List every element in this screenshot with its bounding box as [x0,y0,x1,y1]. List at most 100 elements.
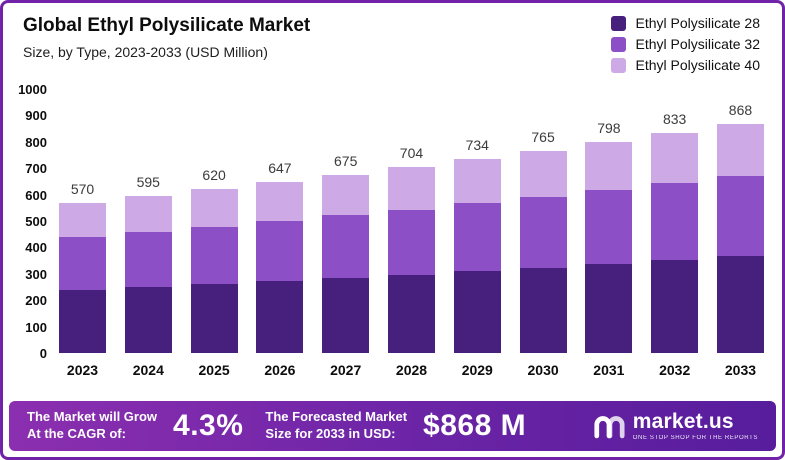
bar-total-label: 704 [399,145,424,162]
bar-segment-2027-ethyl-polysilicate-32 [322,215,370,278]
bar-total-label: 675 [334,152,358,169]
bar-segment-2032-ethyl-polysilicate-28 [651,260,699,353]
x-tick-label: 2029 [461,362,493,378]
bar-segment-2025-ethyl-polysilicate-32 [190,226,238,284]
bar-total-label: 620 [202,167,226,184]
bar-segment-2030-ethyl-polysilicate-40 [519,151,567,197]
brand-logo: market.us One Stop Shop For The Reports [593,411,758,441]
bar-column-2028: 704 2028 [387,89,435,397]
y-tick-label: 500 [25,214,47,229]
bar-segment-2033-ethyl-polysilicate-40 [716,123,764,177]
y-tick-label: 900 [25,108,47,124]
bar-segment-2030-ethyl-polysilicate-28 [519,267,567,353]
bar-column-2026: 647 2026 [256,89,304,397]
bar-column-2027: 675 2027 [322,89,370,397]
y-tick-label: 700 [25,161,47,177]
bar-segment-2028-ethyl-polysilicate-40 [387,167,435,210]
bar-2024: 595 [124,89,172,353]
bar-segment-2023-ethyl-polysilicate-32 [59,236,106,290]
x-tick-label: 2024 [132,362,164,378]
bar-column-2025: 620 2025 [190,89,238,397]
footer-banner: The Market will Grow At the CAGR of: 4.3… [9,401,776,451]
bar-segment-2028-ethyl-polysilicate-28 [387,274,435,353]
cagr-label-line1: The Market will Grow [27,409,158,425]
legend-swatch [611,57,627,73]
bar-segment-2033-ethyl-polysilicate-32 [716,176,764,257]
bar-segment-2023-ethyl-polysilicate-40 [59,202,106,237]
bar-column-2029: 734 2029 [453,89,501,397]
bar-segment-2027-ethyl-polysilicate-40 [322,174,370,216]
bar-segment-2032-ethyl-polysilicate-32 [651,183,699,261]
bar-segment-2031-ethyl-polysilicate-32 [585,190,633,265]
bar-segment-2029-ethyl-polysilicate-32 [453,203,501,272]
bar-segment-2028-ethyl-polysilicate-32 [387,209,435,275]
bar-segment-2026-ethyl-polysilicate-40 [256,182,304,222]
bar-column-2024: 595 2024 [124,89,172,397]
bar-2033: 868 [716,89,764,353]
bar-segment-2024-ethyl-polysilicate-28 [124,287,172,353]
y-tick-label: 100 [25,319,47,335]
page-subtitle: Size, by Type, 2023-2033 (USD Million) [23,44,268,60]
bar-segment-2030-ethyl-polysilicate-32 [519,196,567,268]
forecast-value: $868 M [423,409,527,442]
y-tick-label: 300 [25,266,47,282]
y-tick-label: 1000 [18,82,47,97]
legend-swatch [611,15,627,31]
x-tick-label: 2028 [395,362,428,378]
bar-total-label: 833 [662,111,687,128]
bar-segment-2024-ethyl-polysilicate-32 [124,231,172,287]
bar-segment-2025-ethyl-polysilicate-40 [190,189,238,227]
header: Global Ethyl Polysilicate Market Size, b… [3,3,782,73]
bar-2028: 704 [387,89,435,353]
bar-column-2031: 798 2031 [585,89,633,397]
bar-total-label: 647 [268,160,292,177]
title-block: Global Ethyl Polysilicate Market Size, b… [23,15,310,60]
bar-total-label: 734 [465,137,489,154]
bar-column-2033: 868 2033 [716,89,764,397]
bar-total-label: 570 [70,180,95,197]
x-tick-label: 2026 [264,362,296,378]
bar-segment-2029-ethyl-polysilicate-40 [453,159,501,204]
bar-total-label: 868 [728,101,753,118]
bar-2027: 675 [322,89,370,353]
bar-total-label: 595 [136,173,160,190]
bar-total-label: 765 [531,129,555,146]
x-tick-label: 2031 [593,362,625,378]
bar-segment-2032-ethyl-polysilicate-40 [651,133,699,184]
x-tick-label: 2025 [198,362,230,378]
x-tick-label: 2033 [724,362,757,378]
bar-2029: 734 [453,89,501,353]
bar-2030: 765 [519,89,567,353]
x-tick-label: 2030 [527,362,559,378]
bar-2025: 620 [190,89,238,353]
bar-segment-2031-ethyl-polysilicate-28 [585,264,633,353]
bar-segment-2026-ethyl-polysilicate-32 [256,221,304,281]
forecast-label-line2: Size for 2033 in USD: [265,426,396,441]
page-title: Global Ethyl Polysilicate Market [23,15,311,36]
bar-segment-2026-ethyl-polysilicate-28 [256,280,304,353]
legend-label: Ethyl Polysilicate 28 [635,15,760,31]
bar-segment-2033-ethyl-polysilicate-28 [716,256,764,353]
brand-tagline: One Stop Shop For The Reports [632,435,758,441]
legend-item-0: Ethyl Polysilicate 28 [611,15,760,31]
legend-label: Ethyl Polysilicate 40 [635,57,760,73]
y-axis: 0 100 200 300 400 500 600 700 800 900 1000 [15,82,55,361]
bar-segment-2023-ethyl-polysilicate-28 [59,289,106,353]
bar-segment-2031-ethyl-polysilicate-40 [585,142,633,191]
forecast-label: The Forecasted Market Size for 2033 in U… [265,409,407,443]
bar-column-2023: 570 2023 [59,89,106,397]
y-tick-label: 800 [25,134,47,150]
bar-segment-2024-ethyl-polysilicate-40 [124,195,172,232]
legend-label: Ethyl Polysilicate 32 [635,36,760,52]
y-tick-label: 600 [25,187,47,203]
bar-2031: 798 [585,89,633,353]
brand-text: market.us One Stop Shop For The Reports [633,411,758,441]
x-tick-label: 2027 [330,362,362,378]
x-tick-label: 2032 [659,362,691,378]
cagr-label-line2: At the CAGR of: [27,426,126,441]
cagr-value: 4.3% [173,409,244,442]
bar-column-2030: 765 2030 [519,89,567,397]
market-us-logo-icon [593,414,625,439]
bar-total-label: 798 [597,120,621,137]
bar-segment-2029-ethyl-polysilicate-28 [453,271,501,353]
